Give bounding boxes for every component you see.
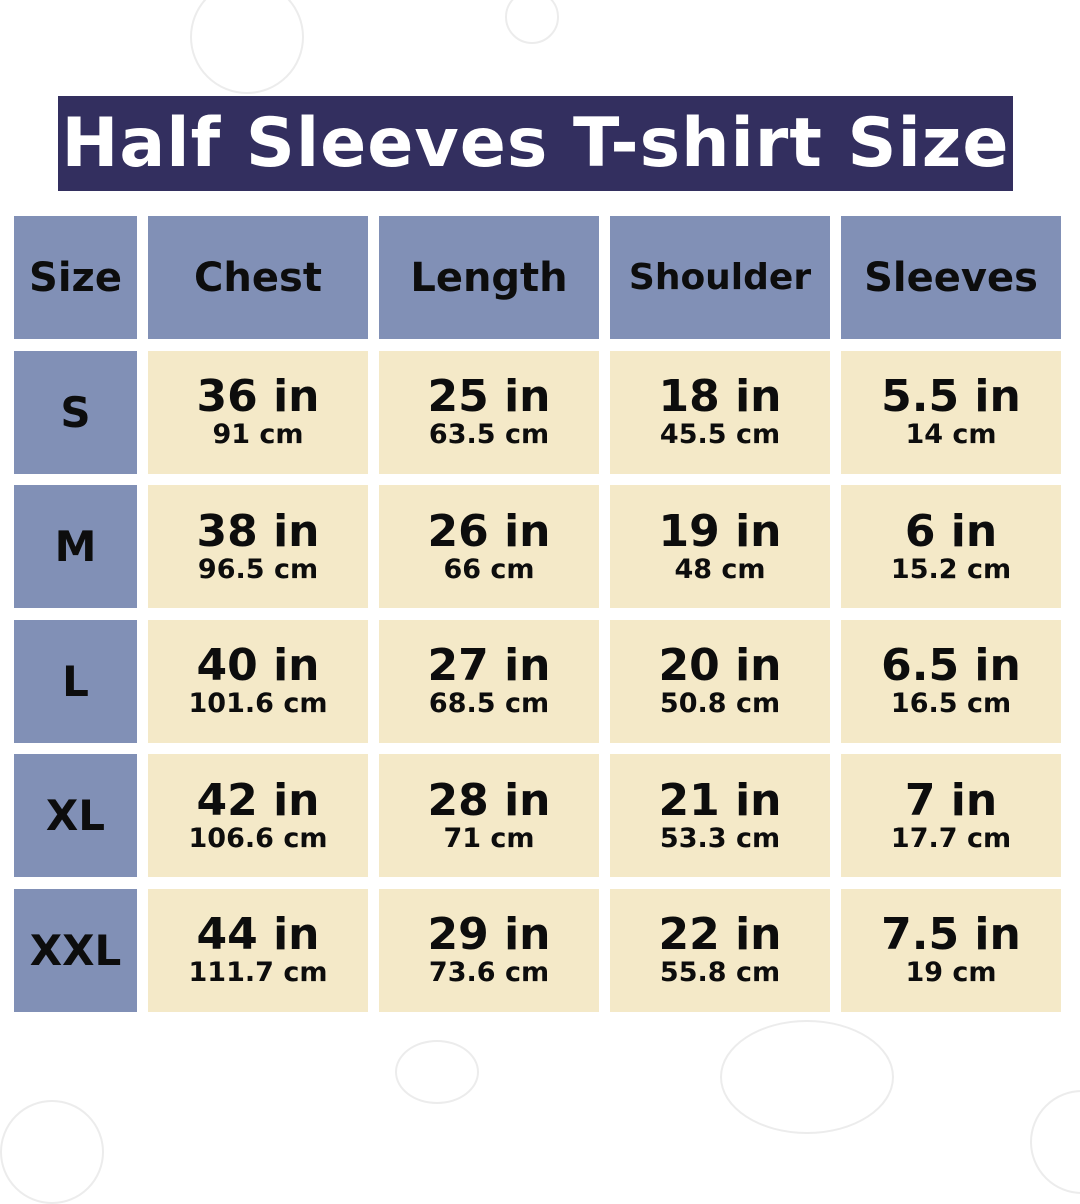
value-inches: 40 in (196, 640, 320, 691)
value-cm: 91 cm (212, 419, 304, 450)
value-inches: 19 in (658, 505, 782, 557)
cell-chest: 36 in 91 cm (148, 350, 368, 474)
value-inches: 26 in (427, 505, 551, 557)
value-cm: 16.5 cm (890, 688, 1012, 719)
header-chest: Chest (148, 216, 368, 339)
value-cm: 19 cm (905, 957, 997, 988)
value-cm: 45.5 cm (659, 419, 781, 450)
cell-length: 29 in 73.6 cm (379, 888, 599, 1012)
value-inches: 22 in (658, 909, 782, 960)
value-inches: 21 in (658, 774, 782, 826)
cell-shoulder: 18 in 45.5 cm (610, 350, 830, 474)
value-cm: 55.8 cm (659, 957, 781, 988)
value-inches: 38 in (196, 505, 320, 557)
value-cm: 71 cm (443, 822, 535, 854)
cell-sleeves: 6 in 15.2 cm (841, 485, 1061, 608)
cell-shoulder: 21 in 53.3 cm (610, 754, 830, 877)
heart-doodle (395, 1040, 479, 1104)
cell-length: 25 in 63.5 cm (379, 350, 599, 474)
cell-chest: 42 in 106.6 cm (148, 754, 368, 877)
cell-sleeves: 5.5 in 14 cm (841, 350, 1061, 474)
value-inches: 5.5 in (881, 371, 1021, 422)
value-cm: 17.7 cm (890, 822, 1012, 854)
value-cm: 106.6 cm (188, 822, 328, 854)
cell-chest: 40 in 101.6 cm (148, 619, 368, 743)
value-cm: 101.6 cm (188, 688, 328, 719)
header-length: Length (379, 216, 599, 339)
value-cm: 53.3 cm (659, 822, 781, 854)
yarn-ball-doodle (0, 1100, 104, 1204)
cell-length: 26 in 66 cm (379, 485, 599, 608)
yarn-ball-doodle (190, 0, 304, 94)
header-size: Size (14, 216, 137, 339)
button-doodle (505, 0, 559, 44)
value-inches: 44 in (196, 909, 320, 960)
sheep-doodle (720, 1020, 894, 1134)
cell-length: 27 in 68.5 cm (379, 619, 599, 743)
value-inches: 7 in (904, 774, 998, 826)
title-banner: Half Sleeves T-shirt Size (58, 96, 1013, 191)
value-inches: 6.5 in (881, 640, 1021, 691)
cell-sleeves: 6.5 in 16.5 cm (841, 619, 1061, 743)
cell-shoulder: 19 in 48 cm (610, 485, 830, 608)
page-title: Half Sleeves T-shirt Size (61, 104, 1010, 183)
value-inches: 25 in (427, 371, 551, 422)
cell-shoulder: 20 in 50.8 cm (610, 619, 830, 743)
value-inches: 36 in (196, 371, 320, 422)
value-inches: 28 in (427, 774, 551, 826)
value-inches: 27 in (427, 640, 551, 691)
header-shoulder: Shoulder (610, 216, 830, 339)
size-label: L (14, 619, 137, 743)
size-label: XXL (14, 888, 137, 1012)
size-label: S (14, 350, 137, 474)
value-inches: 42 in (196, 774, 320, 826)
yarn-ball-doodle (1030, 1090, 1080, 1194)
size-table: Size Chest Length Shoulder Sleeves S 36 i… (14, 216, 1061, 1012)
value-cm: 63.5 cm (428, 419, 550, 450)
value-cm: 68.5 cm (428, 688, 550, 719)
value-cm: 50.8 cm (659, 688, 781, 719)
cell-length: 28 in 71 cm (379, 754, 599, 877)
cell-sleeves: 7.5 in 19 cm (841, 888, 1061, 1012)
value-cm: 48 cm (674, 553, 766, 585)
value-inches: 18 in (658, 371, 782, 422)
value-cm: 14 cm (905, 419, 997, 450)
value-cm: 66 cm (443, 553, 535, 585)
value-cm: 111.7 cm (188, 957, 328, 988)
value-inches: 7.5 in (881, 909, 1021, 960)
value-inches: 29 in (427, 909, 551, 960)
value-cm: 15.2 cm (890, 553, 1012, 585)
size-label: M (14, 485, 137, 608)
size-label: XL (14, 754, 137, 877)
cell-chest: 44 in 111.7 cm (148, 888, 368, 1012)
header-sleeves: Sleeves (841, 216, 1061, 339)
value-cm: 96.5 cm (197, 553, 319, 585)
value-inches: 20 in (658, 640, 782, 691)
cell-sleeves: 7 in 17.7 cm (841, 754, 1061, 877)
cell-shoulder: 22 in 55.8 cm (610, 888, 830, 1012)
cell-chest: 38 in 96.5 cm (148, 485, 368, 608)
value-cm: 73.6 cm (428, 957, 550, 988)
value-inches: 6 in (904, 505, 998, 557)
